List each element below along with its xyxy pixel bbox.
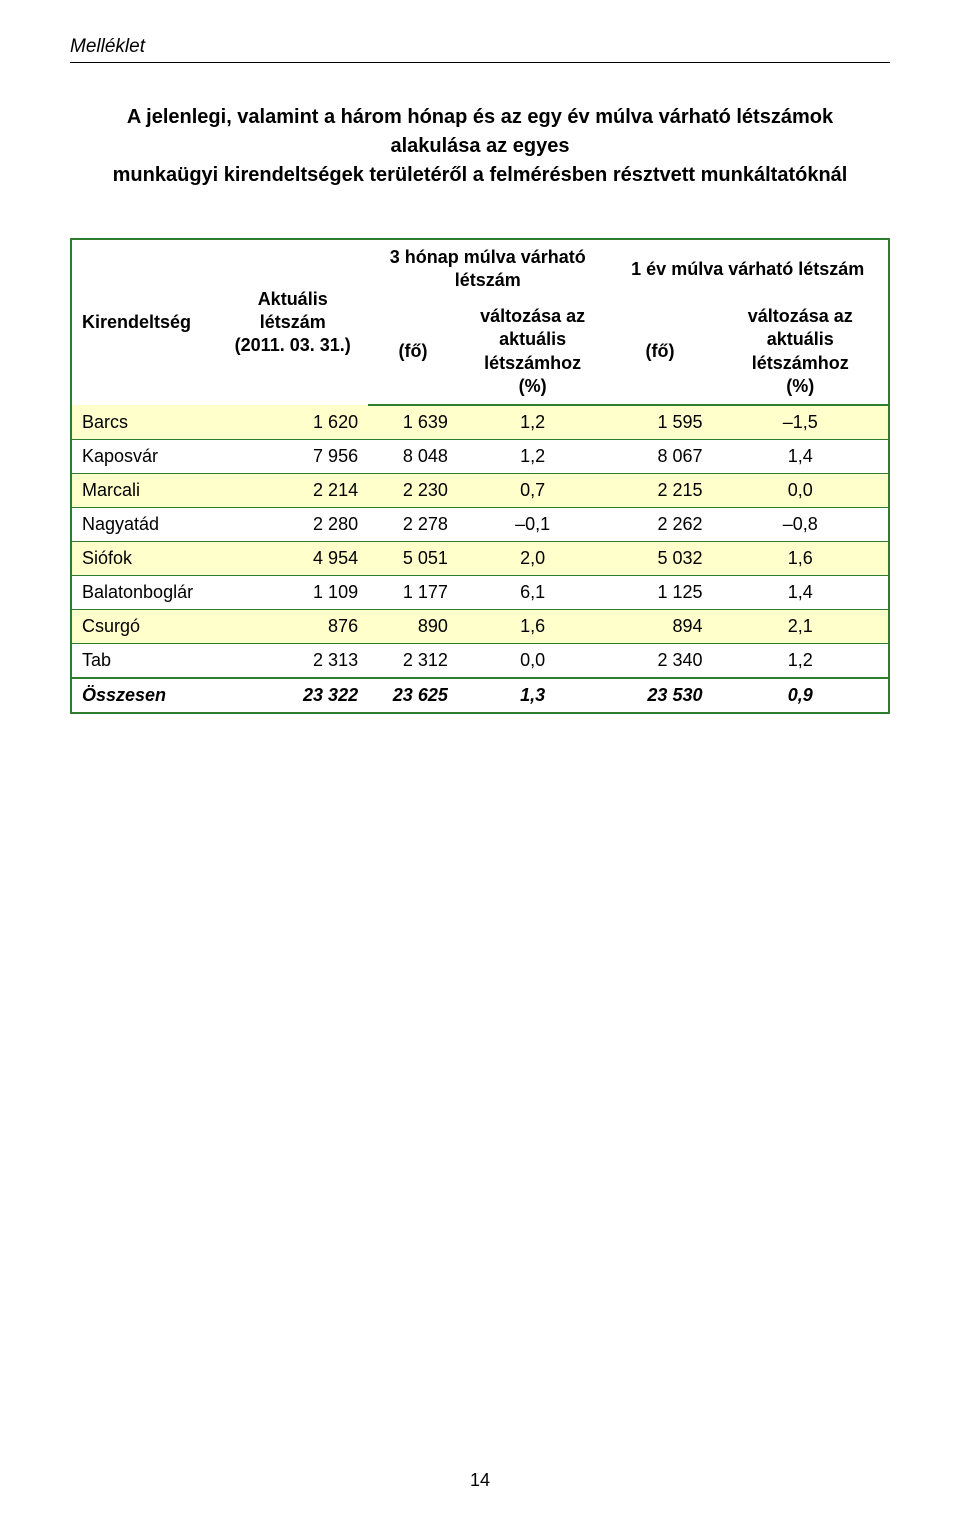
- cell-m3-pct: 2,0: [458, 542, 608, 576]
- total-y1-pct: 0,9: [712, 678, 889, 713]
- col-kirendeltseg: Kirendeltség: [71, 239, 217, 405]
- cell-name: Barcs: [71, 405, 217, 440]
- total-name: Összesen: [71, 678, 217, 713]
- cell-actual: 1 109: [217, 576, 368, 610]
- col-aktualis: Aktuális létszám (2011. 03. 31.): [217, 239, 368, 405]
- cell-m3-pct: 1,6: [458, 610, 608, 644]
- cell-actual: 2 280: [217, 508, 368, 542]
- col-group-3honap-l1: 3 hónap múlva várható: [390, 247, 586, 267]
- cell-m3-fo: 890: [368, 610, 458, 644]
- cell-actual: 876: [217, 610, 368, 644]
- cell-name: Balatonboglár: [71, 576, 217, 610]
- table-row: Nagyatád 2 280 2 278 –0,1 2 262 –0,8: [71, 508, 889, 542]
- section-header: Melléklet: [70, 36, 890, 58]
- cell-m3-fo: 5 051: [368, 542, 458, 576]
- cell-m3-fo: 1 639: [368, 405, 458, 440]
- cell-y1-pct: –0,8: [712, 508, 889, 542]
- cell-y1-fo: 2 262: [607, 508, 712, 542]
- cell-actual: 7 956: [217, 440, 368, 474]
- cell-m3-pct: 0,0: [458, 644, 608, 679]
- table-row: Balatonboglár 1 109 1 177 6,1 1 125 1,4: [71, 576, 889, 610]
- cell-y1-pct: –1,5: [712, 405, 889, 440]
- cell-y1-pct: 1,4: [712, 576, 889, 610]
- cell-name: Siófok: [71, 542, 217, 576]
- title-line-1: A jelenlegi, valamint a három hónap és a…: [127, 106, 833, 157]
- cell-y1-fo: 2 215: [607, 474, 712, 508]
- cell-y1-fo: 1 595: [607, 405, 712, 440]
- table-row: Csurgó 876 890 1,6 894 2,1: [71, 610, 889, 644]
- total-m3-pct: 1,3: [458, 678, 608, 713]
- total-row: Összesen 23 322 23 625 1,3 23 530 0,9: [71, 678, 889, 713]
- cell-y1-pct: 1,4: [712, 440, 889, 474]
- cell-y1-fo: 8 067: [607, 440, 712, 474]
- table-body: Barcs 1 620 1 639 1,2 1 595 –1,5 Kaposvá…: [71, 405, 889, 678]
- cell-actual: 2 313: [217, 644, 368, 679]
- cell-name: Tab: [71, 644, 217, 679]
- table-row: Tab 2 313 2 312 0,0 2 340 1,2: [71, 644, 889, 679]
- table-foot: Összesen 23 322 23 625 1,3 23 530 0,9: [71, 678, 889, 713]
- col-1ev-pct: változása az aktuális létszámhoz (%): [712, 299, 889, 406]
- cell-y1-fo: 2 340: [607, 644, 712, 679]
- cell-m3-fo: 2 312: [368, 644, 458, 679]
- page-title: A jelenlegi, valamint a három hónap és a…: [90, 103, 870, 190]
- total-actual: 23 322: [217, 678, 368, 713]
- header-row-1: Kirendeltség Aktuális létszám (2011. 03.…: [71, 239, 889, 299]
- page-container: Melléklet A jelenlegi, valamint a három …: [0, 0, 960, 1531]
- cell-y1-pct: 1,6: [712, 542, 889, 576]
- cell-m3-fo: 1 177: [368, 576, 458, 610]
- cell-y1-pct: 1,2: [712, 644, 889, 679]
- data-table: Kirendeltség Aktuális létszám (2011. 03.…: [70, 238, 890, 714]
- cell-name: Kaposvár: [71, 440, 217, 474]
- title-line-2: munkaügyi kirendeltségek területéről a f…: [113, 164, 848, 186]
- cell-actual: 1 620: [217, 405, 368, 440]
- col-3honap-fo: (fő): [368, 299, 458, 406]
- cell-y1-fo: 1 125: [607, 576, 712, 610]
- cell-m3-pct: 6,1: [458, 576, 608, 610]
- header-rule: [70, 62, 890, 63]
- total-y1-fo: 23 530: [607, 678, 712, 713]
- cell-name: Nagyatád: [71, 508, 217, 542]
- col-aktualis-l1: Aktuális: [258, 289, 328, 309]
- cell-actual: 2 214: [217, 474, 368, 508]
- total-m3-fo: 23 625: [368, 678, 458, 713]
- cell-y1-fo: 894: [607, 610, 712, 644]
- cell-y1-fo: 5 032: [607, 542, 712, 576]
- table-row: Barcs 1 620 1 639 1,2 1 595 –1,5: [71, 405, 889, 440]
- col-group-3honap: 3 hónap múlva várható létszám: [368, 239, 607, 299]
- cell-m3-fo: 2 230: [368, 474, 458, 508]
- col-group-1ev: 1 év múlva várható létszám: [607, 239, 889, 299]
- col-aktualis-l3: (2011. 03. 31.): [235, 335, 351, 355]
- cell-m3-pct: 1,2: [458, 440, 608, 474]
- cell-m3-fo: 2 278: [368, 508, 458, 542]
- cell-m3-pct: 1,2: [458, 405, 608, 440]
- table-row: Siófok 4 954 5 051 2,0 5 032 1,6: [71, 542, 889, 576]
- cell-name: Marcali: [71, 474, 217, 508]
- cell-actual: 4 954: [217, 542, 368, 576]
- col-group-3honap-l2: létszám: [455, 270, 521, 290]
- cell-y1-pct: 2,1: [712, 610, 889, 644]
- table-head: Kirendeltség Aktuális létszám (2011. 03.…: [71, 239, 889, 405]
- page-number: 14: [0, 1470, 960, 1491]
- cell-y1-pct: 0,0: [712, 474, 889, 508]
- cell-m3-pct: 0,7: [458, 474, 608, 508]
- cell-name: Csurgó: [71, 610, 217, 644]
- col-aktualis-l2: létszám: [260, 312, 326, 332]
- table-row: Marcali 2 214 2 230 0,7 2 215 0,0: [71, 474, 889, 508]
- table-row: Kaposvár 7 956 8 048 1,2 8 067 1,4: [71, 440, 889, 474]
- cell-m3-pct: –0,1: [458, 508, 608, 542]
- col-1ev-fo: (fő): [607, 299, 712, 406]
- cell-m3-fo: 8 048: [368, 440, 458, 474]
- col-3honap-pct: változása az aktuális létszámhoz (%): [458, 299, 608, 406]
